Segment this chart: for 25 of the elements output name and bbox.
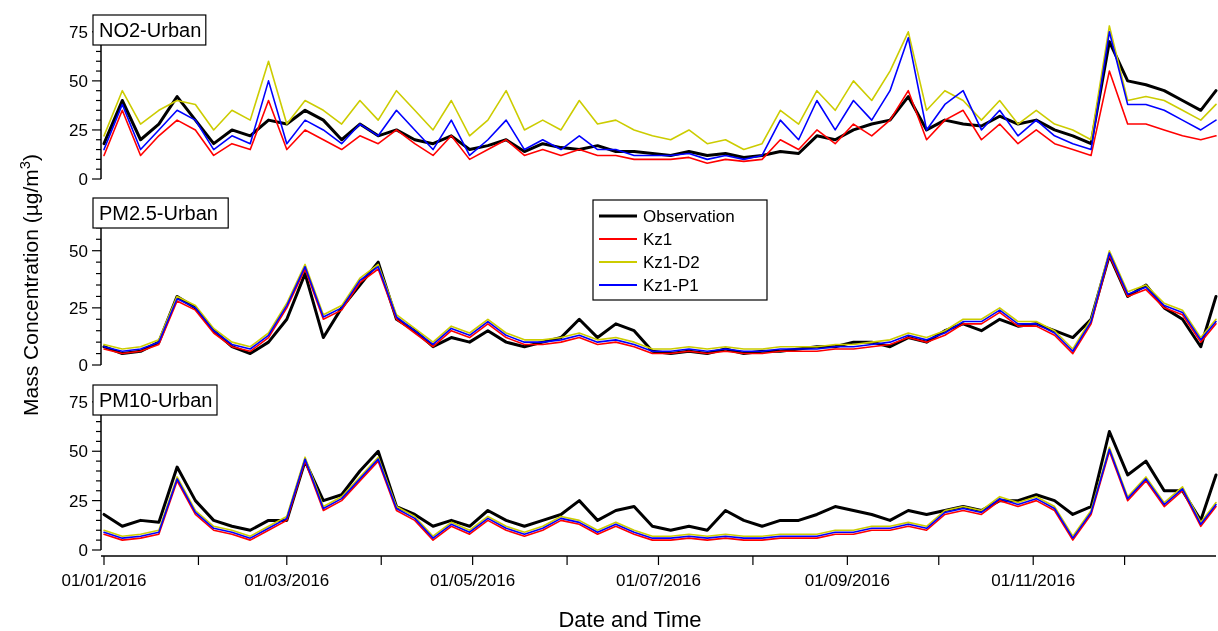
y-tick-label: 50 [69,442,88,462]
x-axis-title: Date and Time [558,607,702,631]
y-tick-label: 0 [78,356,88,375]
y-tick-label: 75 [69,22,88,42]
y-tick-label: 0 [78,541,88,560]
x-tick-label: 01/11/2016 [991,571,1076,590]
chart-title: NO2-Urban [99,19,202,41]
y-tick-label: 25 [69,120,88,140]
y-tick-label: 50 [69,241,88,261]
y-tick-label: 50 [69,71,88,91]
x-tick-label: 01/03/2016 [244,571,330,590]
y-tick-label: 25 [69,491,88,511]
legend-label: Kz1 [643,230,673,249]
y-tick-label: 0 [78,170,88,189]
chart-title: PM2.5-Urban [99,202,218,224]
chart-title: PM10-Urban [99,389,213,411]
legend-label: Kz1-P1 [643,276,699,295]
x-tick-label: 01/07/2016 [615,571,702,590]
y-tick-label: 25 [69,298,88,318]
x-tick-label: 01/05/2016 [430,571,516,590]
legend-label: Observation [643,207,735,226]
y-tick-label: 75 [69,392,88,412]
legend-label: Kz1-D2 [643,253,700,272]
x-tick-label: 01/01/2016 [61,571,147,590]
x-tick-label: 01/09/2016 [804,571,890,590]
